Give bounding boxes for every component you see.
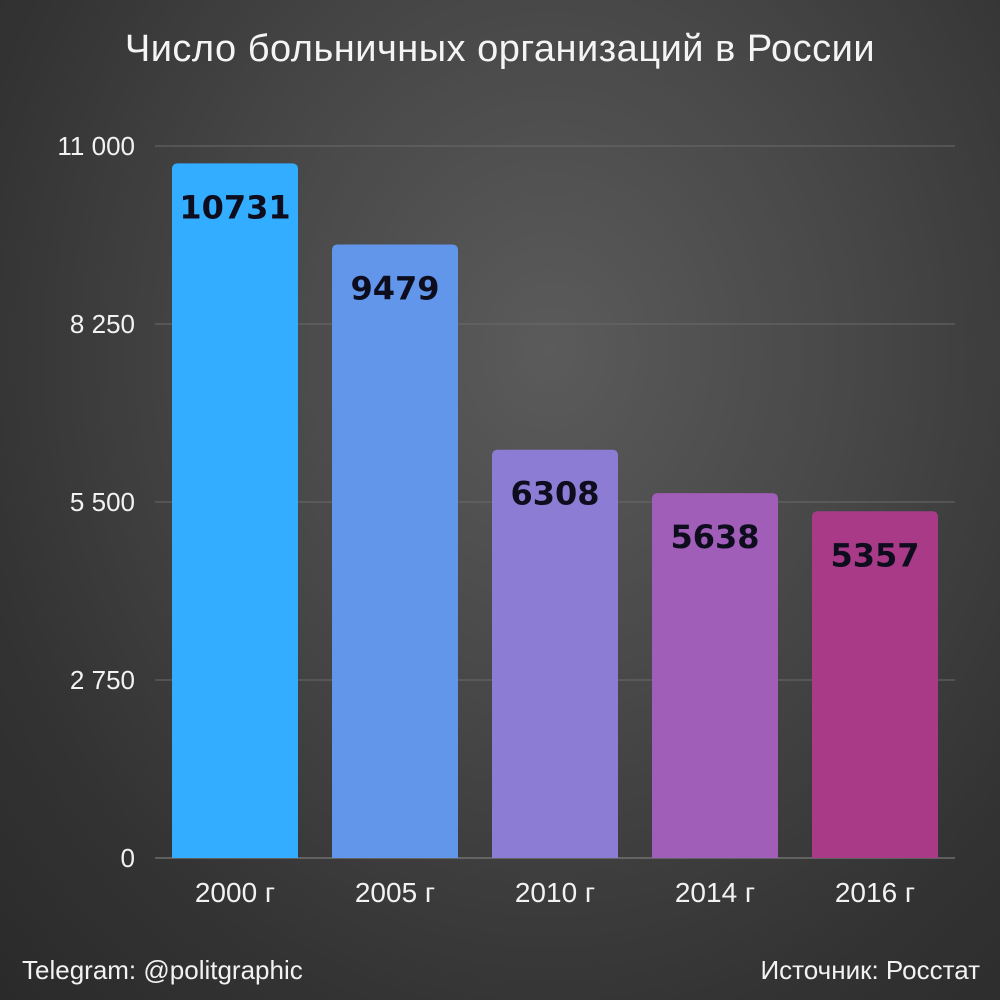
x-tick-label: 2016 г (835, 877, 915, 908)
y-tick-label: 11 000 (57, 131, 135, 161)
telegram-credit: Telegram: @politgraphic (22, 955, 303, 985)
x-tick-label: 2000 г (195, 877, 275, 908)
bar-2016-г (812, 511, 938, 858)
bar-2010-г (492, 449, 618, 858)
value-label: 9479 (350, 269, 439, 307)
chart-title: Число больничных организаций в России (124, 28, 876, 70)
value-label: 5638 (670, 518, 759, 556)
x-tick-label: 2014 г (675, 877, 755, 908)
bar-2000-г (172, 163, 298, 859)
value-label: 5357 (830, 536, 919, 574)
x-tick-label: 2010 г (515, 877, 595, 908)
y-tick-label: 2 750 (70, 665, 135, 695)
value-label: 6308 (510, 475, 599, 513)
y-tick-label: 0 (121, 843, 135, 873)
bar-2014-г (652, 493, 778, 858)
source-credit: Источник: Росстат (760, 955, 980, 985)
x-tick-label: 2005 г (355, 877, 435, 908)
y-tick-label: 8 250 (70, 309, 135, 339)
value-label: 10731 (179, 188, 290, 226)
bar-2005-г (332, 244, 458, 858)
y-tick-label: 5 500 (70, 487, 135, 517)
